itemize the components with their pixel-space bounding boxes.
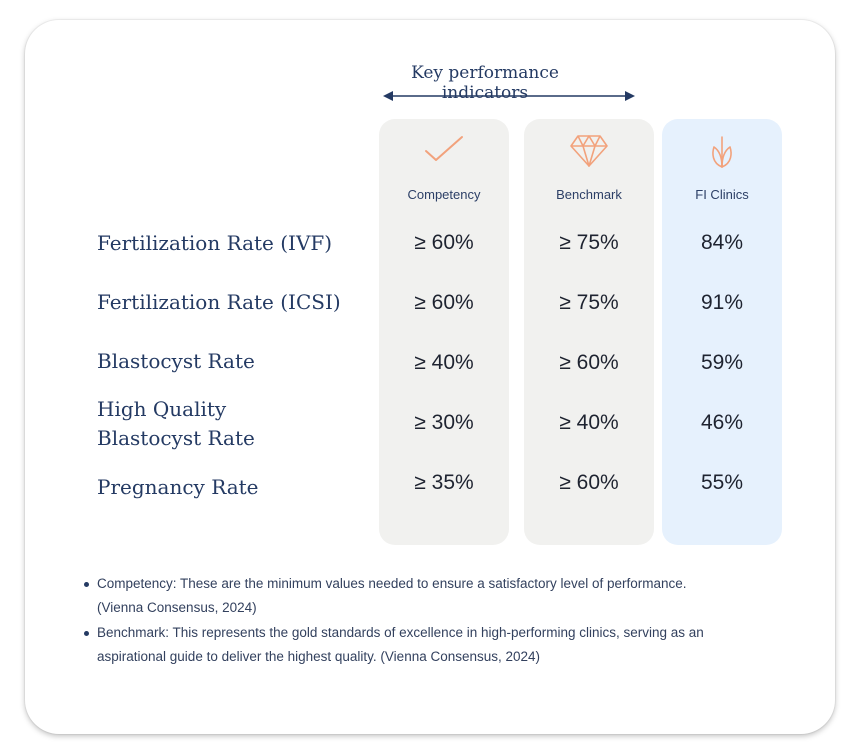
value-benchmark: ≥ 75%: [559, 291, 619, 314]
value-benchmark: ≥ 75%: [559, 231, 619, 254]
kpi-card: Key performance indicators Competency: [25, 20, 835, 734]
kpi-header-title: Key performance indicators: [411, 63, 559, 103]
value-fi-clinics: 46%: [700, 411, 744, 434]
footnote-line: Competency: These are the minimum values…: [97, 576, 687, 591]
metric-fertilization-icsi: Fertilization Rate (ICSI): [97, 290, 341, 314]
value-fi-clinics: 55%: [700, 471, 744, 494]
value-benchmark: ≥ 60%: [559, 351, 619, 374]
footnotes-list: Competency: These are the minimum values…: [84, 572, 797, 670]
value-fi-clinics: 91%: [700, 291, 744, 314]
value-competency: ≥ 40%: [414, 351, 474, 374]
footnote-line: Benchmark: This represents the gold stan…: [97, 625, 704, 640]
metric-label-line: High Quality: [97, 397, 227, 421]
metric-high-quality-blastocyst: High Quality Blastocyst Rate: [97, 395, 397, 453]
benchmark-column: Benchmark: [524, 119, 654, 545]
footnote-competency: Competency: These are the minimum values…: [84, 572, 797, 620]
metric-fertilization-ivf: Fertilization Rate (IVF): [97, 231, 333, 255]
metric-pregnancy-rate: Pregnancy Rate: [97, 475, 259, 499]
sprout-icon: [712, 136, 732, 168]
footnote-line: (Vienna Consensus, 2024): [97, 600, 257, 615]
value-fi-clinics: 84%: [700, 231, 744, 254]
value-competency: ≥ 30%: [414, 411, 474, 434]
benchmark-column-header: Benchmark: [556, 187, 622, 202]
metric-label-line: Blastocyst Rate: [97, 426, 255, 450]
checkmark-icon: [425, 136, 463, 161]
fi-clinics-column-header: FI Clinics: [695, 187, 749, 202]
competency-column-header: Competency: [407, 187, 481, 202]
diamond-icon: [570, 135, 608, 167]
competency-column: Competency: [379, 119, 509, 545]
fi-clinics-column: FI Clinics: [662, 119, 782, 545]
bullet-icon: [84, 582, 89, 587]
value-fi-clinics: 59%: [700, 351, 744, 374]
footnote-benchmark: Benchmark: This represents the gold stan…: [84, 621, 797, 669]
double-arrow-icon: [383, 91, 635, 101]
value-competency: ≥ 60%: [414, 291, 474, 314]
value-competency: ≥ 60%: [414, 231, 474, 254]
value-competency: ≥ 35%: [414, 471, 474, 494]
value-benchmark: ≥ 60%: [559, 471, 619, 494]
metric-blastocyst-rate: Blastocyst Rate: [97, 349, 255, 373]
footnote-line: aspirational guide to deliver the highes…: [97, 649, 541, 664]
value-benchmark: ≥ 40%: [559, 411, 619, 434]
bullet-icon: [84, 631, 89, 636]
